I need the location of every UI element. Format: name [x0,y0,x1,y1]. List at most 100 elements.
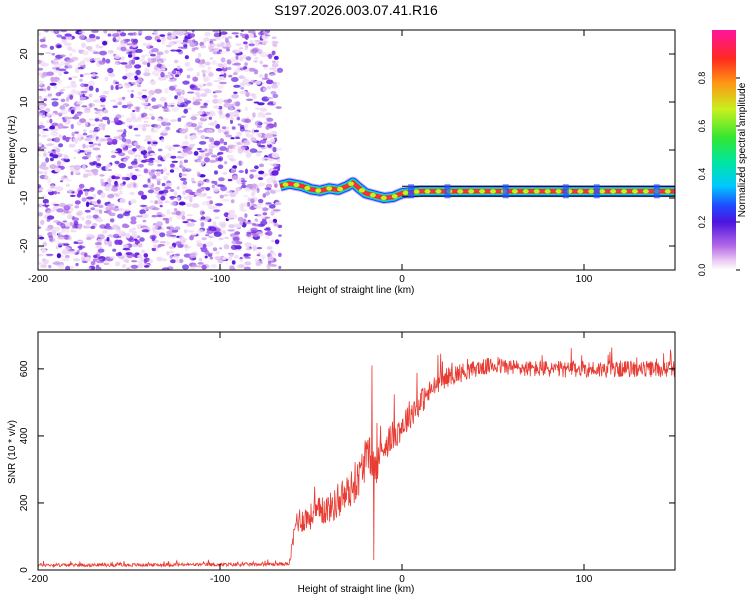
noise-speck [177,95,185,102]
noise-speck [204,31,211,37]
noise-speck [213,140,221,146]
noise-speck [67,191,72,194]
noise-speck [230,119,233,124]
noise-speck [181,237,188,241]
noise-speck [166,209,171,215]
noise-speck [160,168,164,175]
noise-speck [256,125,262,128]
noise-speck [117,208,125,212]
noise-speck [187,91,195,94]
noise-speck [38,95,43,100]
noise-speck [64,116,70,120]
noise-speck [75,70,80,73]
noise-speck [135,108,140,112]
noise-speck [255,41,261,47]
noise-speck [51,122,59,127]
noise-speck [46,71,54,76]
noise-speck [272,69,278,73]
noise-speck [92,51,100,55]
ridge-node [326,186,333,191]
noise-speck [265,235,270,239]
noise-speck [65,36,73,40]
noise-speck [42,204,50,207]
noise-speck [106,237,110,242]
noise-speck [118,230,125,235]
noise-speck [153,190,160,194]
ridge-blob [408,184,415,199]
noise-speck [239,90,247,95]
noise-speck [202,201,207,206]
noise-speck [64,33,72,37]
spectrogram-y-label: Frequency (Hz) [7,116,18,185]
noise-speck [273,223,279,227]
noise-speck [218,177,225,182]
noise-speck [234,223,242,229]
ridge-blob [444,184,451,199]
colorbar-ticks: 0.0 0.2 0.4 0.6 0.8 [697,72,740,276]
noise-speck [272,101,277,105]
noise-speck [155,169,162,172]
noise-speck [128,53,133,58]
noise-speck [135,48,143,53]
noise-speck [216,184,225,187]
noise-speck [130,216,137,222]
noise-speck [241,54,247,60]
noise-speck [78,31,86,34]
noise-speck [233,84,241,88]
noise-speck [246,149,250,154]
noise-speck [64,62,70,65]
noise-speck [204,255,208,259]
colorbar-tick-label: 0.6 [697,120,707,133]
noise-speck [91,143,99,146]
noise-speck [190,233,197,236]
noise-speck [38,171,44,174]
noise-speck [134,154,142,158]
noise-speck [50,130,59,137]
noise-speck [271,50,276,56]
noise-speck [141,249,146,254]
noise-speck [218,63,224,68]
ridge-node [642,189,649,194]
noise-speck [106,141,113,146]
noise-speck [253,139,257,143]
noise-speck [184,134,189,140]
noise-speck [112,37,117,43]
noise-speck [228,209,236,215]
noise-speck [267,101,275,105]
noise-speck [141,127,147,131]
noise-speck [164,186,172,190]
noise-speck [123,259,129,263]
noise-speck [224,236,229,239]
noise-speck [208,144,213,147]
noise-speck [206,128,214,134]
noise-speck [95,218,104,222]
noise-speck [204,70,212,74]
noise-speck [70,109,75,115]
noise-speck [175,253,181,257]
noise-speck [251,30,256,34]
noise-speck [102,125,106,131]
noise-speck [230,199,235,204]
noise-speck [131,53,136,58]
noise-speck [137,242,143,248]
noise-speck [214,181,218,186]
noise-speck [86,196,94,200]
noise-speck [213,94,218,98]
noise-speck [226,154,234,159]
noise-speck [52,154,59,159]
noise-speck [136,96,143,99]
noise-speck [167,75,173,79]
noise-speck [89,161,94,165]
noise-speck [88,85,94,91]
noise-speck [183,159,188,163]
noise-speck [79,78,83,82]
noise-speck [83,109,91,114]
noise-speck [246,231,252,234]
noise-speck [53,85,58,89]
noise-speck [156,63,162,68]
noise-speck [89,57,93,62]
noise-speck [215,68,223,72]
noise-speck [198,64,206,68]
noise-speck [249,174,254,179]
